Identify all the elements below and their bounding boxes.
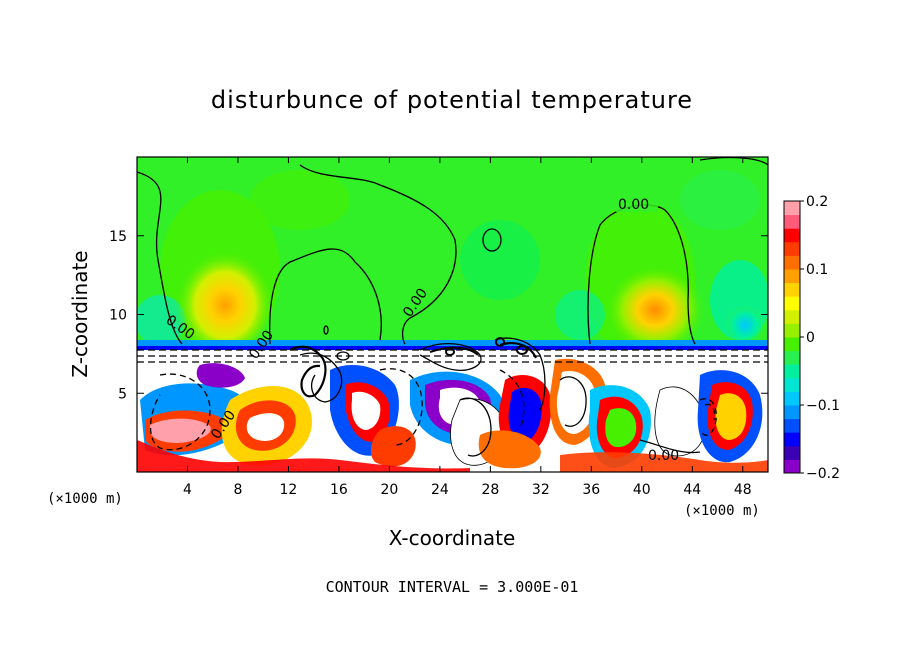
colorbar-tick-label: 0: [806, 330, 815, 346]
colorbar-swatch: [784, 241, 800, 256]
x-tick-label: 28: [481, 482, 499, 498]
x-tick-label: 24: [431, 482, 449, 498]
colorbar-swatch: [784, 337, 800, 352]
lower-turbulence: [137, 358, 768, 472]
x-tick-label: 36: [582, 482, 600, 498]
colorbar-tick-label: −0.2: [806, 466, 840, 482]
x-tick-label: 4: [183, 482, 192, 498]
colorbar-tick-label: 0.1: [806, 262, 828, 278]
colorbar-swatch: [784, 309, 800, 324]
chart-title: disturbunce of potential temperature: [210, 86, 694, 114]
colorbar: 0.2 0.1 0 −0.1 −0.2: [783, 194, 840, 482]
x-tick-label: 20: [380, 482, 398, 498]
x-tick-label: 44: [683, 482, 701, 498]
colorbar-swatch: [784, 445, 800, 460]
colorbar-swatch: [784, 418, 800, 433]
colorbar-swatch: [784, 323, 800, 338]
x-tick-label: 40: [633, 482, 651, 498]
colorbar-swatch: [784, 459, 800, 474]
colorbar-swatch: [784, 228, 800, 243]
x-tick-label: 16: [330, 482, 348, 498]
contour-interval-note: CONTOUR INTERVAL = 3.000E-01: [325, 578, 579, 596]
contour-label: 0.00: [618, 197, 649, 213]
colorbar-swatch: [784, 350, 800, 365]
contour-label: 0.00: [648, 448, 679, 464]
y-tick-label: 10: [109, 308, 127, 324]
x-tick-label: 48: [734, 482, 752, 498]
y-axis: 5 10 15: [109, 229, 768, 402]
y-tick-label: 5: [118, 386, 127, 402]
x-unit-label-left: (×1000 m): [47, 491, 123, 507]
colorbar-swatch: [784, 214, 800, 229]
y-tick-label: 15: [109, 229, 127, 245]
colorbar-swatch: [784, 377, 800, 392]
contour-lines: [137, 157, 768, 457]
colorbar-swatch: [784, 269, 800, 284]
colorbar-swatch: [784, 201, 800, 216]
colorbar-swatch: [784, 405, 800, 420]
x-tick-label: 32: [532, 482, 550, 498]
colorbar-swatch: [784, 296, 800, 311]
colorbar-swatch: [784, 364, 800, 379]
colorbar-tick-label: −0.1: [806, 398, 840, 414]
x-axis: 4 8 12 16 20 24 28 32 36 40 44 48: [183, 157, 752, 498]
colorbar-tick-label: 0.2: [806, 194, 828, 210]
x-tick-label: 12: [280, 482, 298, 498]
x-axis-label: X-coordinate: [388, 526, 516, 550]
colorbar-swatch: [784, 282, 800, 297]
x-unit-label-right: (×1000 m): [684, 503, 760, 519]
colorbar-swatch: [784, 432, 800, 447]
y-axis-label: Z-coordinate: [68, 250, 92, 378]
temperature-field: [137, 157, 768, 472]
colorbar-swatch: [784, 391, 800, 406]
colorbar-swatch: [784, 255, 800, 270]
x-tick-label: 8: [233, 482, 242, 498]
